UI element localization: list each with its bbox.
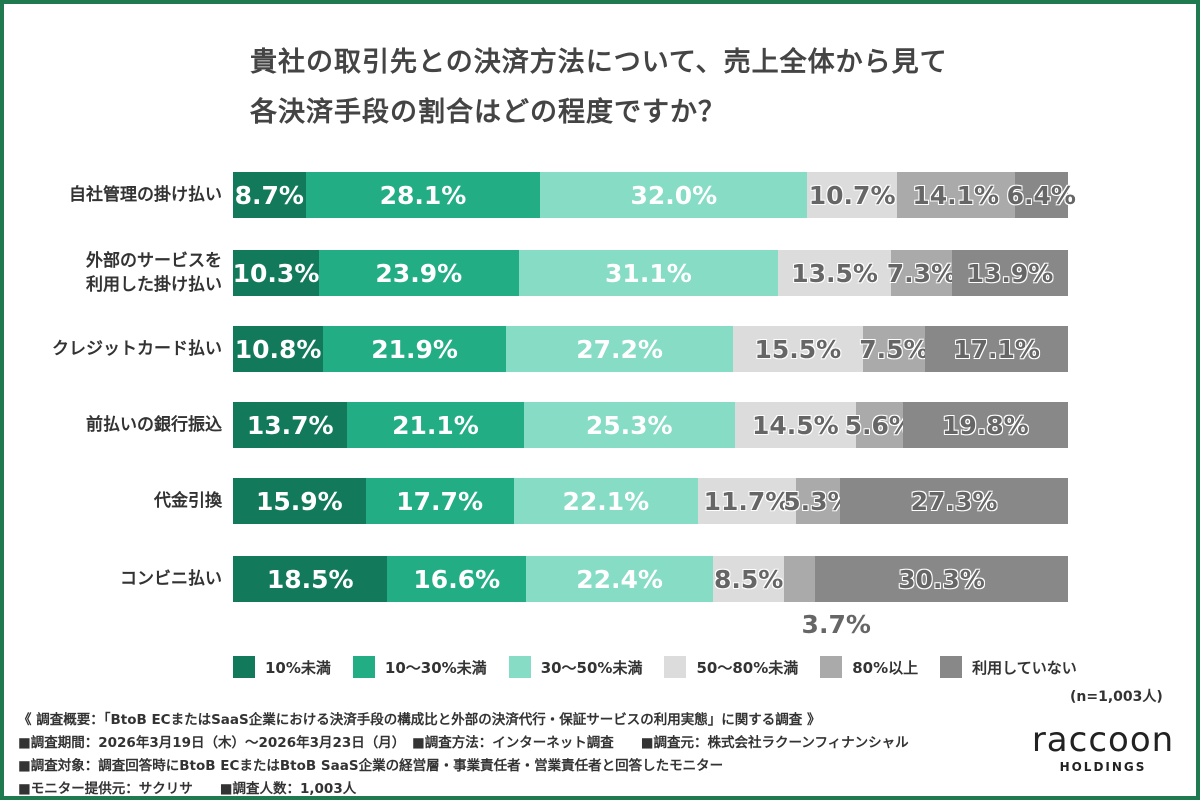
bar-segment: 15.9% xyxy=(233,478,366,524)
bar-segment: 25.3% xyxy=(523,402,735,448)
category-label: 前払いの銀行振込 xyxy=(86,415,222,435)
category-label: コンビニ払い xyxy=(120,569,222,589)
chart-title: 貴社の取引先との決済方法について、売上全体から見て 各決済手段の割合はどの程度で… xyxy=(250,38,1050,138)
bar-row: 8.7% 28.1% 32.0% 10.7% 14.1% 6.4% xyxy=(233,172,1076,218)
legend-swatch xyxy=(233,656,255,678)
bar-segment: 7.5% xyxy=(859,326,929,372)
bar-segment: 8.7% xyxy=(233,172,306,218)
bar-segment: 23.9% xyxy=(319,250,519,296)
legend: 10%未満 10～30%未満 30～50%未満 50～80%未満 80%以上 利用していな… xyxy=(233,656,1099,678)
legend-label: 30～50%未満 xyxy=(540,658,643,677)
sample-size: (n=1,003人) xyxy=(1070,689,1163,705)
legend-swatch xyxy=(820,656,843,678)
bar-segment: 13.5% xyxy=(778,250,891,296)
bar-segment: 5.3% xyxy=(783,478,853,524)
bar-segment: 22.4% xyxy=(526,556,714,602)
logo-sub: HOLDINGS xyxy=(1059,760,1147,774)
footer-period: ■調査期間：2026年3月19日（木）～2026年3月23日（月） ■調査方法：… xyxy=(18,735,909,751)
bar-segment: 28.1% xyxy=(305,172,541,218)
bar-row: 10.3% 23.9% 31.1% 13.5% 7.3% 13.9% xyxy=(233,250,1068,296)
bar-segment: 22.1% xyxy=(513,478,699,524)
bar-segment: 10.8% xyxy=(233,326,324,372)
bar-segment: 10.3% xyxy=(233,250,319,296)
legend-label: 利用していない xyxy=(972,658,1077,677)
category-label: 代金引換 xyxy=(154,491,222,511)
bar-segment xyxy=(784,556,815,602)
legend-swatch xyxy=(940,656,963,678)
bar-row: 15.9% 17.7% 22.1% 11.7% 5.3% 27.3% xyxy=(233,478,1068,524)
bar-segment: 10.7% xyxy=(807,172,897,218)
bar-segment: 27.3% xyxy=(840,478,1068,524)
bar-segment: 16.6% xyxy=(387,556,527,602)
legend-label: 80%以上 xyxy=(852,658,919,677)
bar-segment: 13.9% xyxy=(951,250,1068,296)
bar-segment: 17.1% xyxy=(925,326,1068,372)
bar-segment: 21.9% xyxy=(323,326,507,372)
bar-segment: 14.1% xyxy=(896,172,1015,218)
bar-segment: 7.3% xyxy=(887,250,956,296)
bar-segment: 19.8% xyxy=(902,402,1068,448)
title-line-1: 貴社の取引先との決済方法について、売上全体から見て xyxy=(250,47,948,78)
footer-provider: ■モニター提供元：サクリサ ■調査人数：1,003人 xyxy=(18,781,357,797)
category-label: 外部のサービスを 利用した掛け払い xyxy=(86,251,222,295)
bar-segment: 17.7% xyxy=(365,478,514,524)
category-label: クレジットカード払い xyxy=(52,339,222,359)
bar-segment: 32.0% xyxy=(540,172,808,218)
bar-row: 13.7% 21.1% 25.3% 14.5% 5.6% 19.8% xyxy=(233,402,1068,448)
bar-row: 10.8% 21.9% 27.2% 15.5% 7.5% 17.1% xyxy=(233,326,1068,372)
legend-item: 10～30%未満 xyxy=(352,656,487,678)
bar-segment: 15.5% xyxy=(733,326,863,372)
bar-segment: 5.6% xyxy=(845,402,914,448)
category-label: 自社管理の掛け払い xyxy=(69,185,222,205)
legend-item: 10%未満 xyxy=(233,656,331,678)
bar-segment: 14.5% xyxy=(734,402,856,448)
footer-survey-title: 《 調査概要：「BtoB ECまたはSaaS企業における決済手段の構成比と外部の… xyxy=(18,712,821,728)
legend-item: 30～50%未満 xyxy=(508,656,643,678)
bar-segment: 13.7% xyxy=(233,402,348,448)
bar-segment: 6.4% xyxy=(1007,172,1076,218)
legend-item: 50～80%未満 xyxy=(664,656,798,678)
logo-word: raccoon xyxy=(1031,720,1175,760)
bar-segment: 21.1% xyxy=(347,402,524,448)
title-line-2: 各決済手段の割合はどの程度ですか？ xyxy=(250,97,726,128)
bar-segment: 31.1% xyxy=(518,250,779,296)
legend-label: 50～80%未満 xyxy=(696,658,799,677)
legend-swatch xyxy=(664,656,687,678)
footer-target: ■調査対象：調査回答時にBtoB ECまたはBtoB SaaS企業の経営層・事業… xyxy=(18,758,724,774)
legend-swatch xyxy=(352,656,375,678)
bar-segment: 18.5% xyxy=(233,556,388,602)
legend-label: 10～30%未満 xyxy=(384,658,487,677)
legend-item: 利用していない xyxy=(940,656,1077,678)
raccoon-holdings-logo: raccoon HOLDINGS xyxy=(1028,720,1178,774)
data-label-callout: 3.7% xyxy=(801,610,871,639)
legend-label: 10%未満 xyxy=(265,658,331,677)
bar-segment: 27.2% xyxy=(506,326,734,372)
bar-segment: 11.7% xyxy=(698,478,796,524)
bar-segment: 8.5% xyxy=(713,556,785,602)
legend-swatch xyxy=(508,656,531,678)
bar-row: 18.5% 16.6% 22.4% 8.5% 30.3% xyxy=(233,556,1068,602)
legend-item: 80%以上 xyxy=(820,656,918,678)
bar-segment: 30.3% xyxy=(814,556,1068,602)
